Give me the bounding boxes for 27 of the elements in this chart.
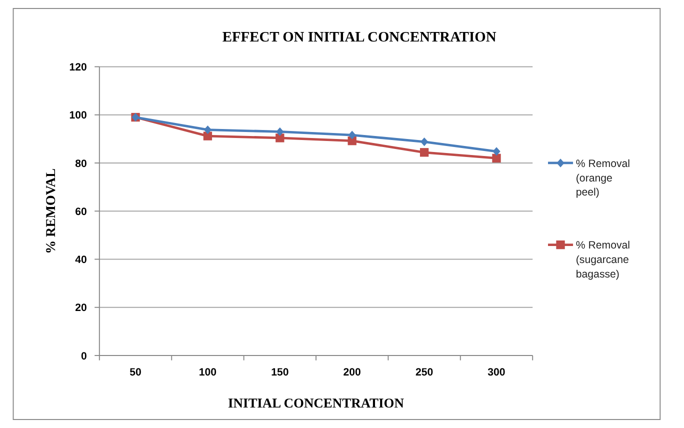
- y-tick-label: 20: [75, 302, 88, 314]
- point: [492, 154, 501, 162]
- point: [348, 130, 356, 140]
- point: [420, 148, 429, 157]
- point: [276, 134, 284, 142]
- point: [204, 125, 212, 134]
- point: [420, 137, 428, 146]
- legend-label: % Removal (orange peel): [576, 158, 630, 199]
- point: [276, 127, 284, 136]
- chart-title: EFFECT ON INITIAL CONCENTRATION: [222, 30, 497, 46]
- x-tick-label: 300: [488, 366, 506, 379]
- y-tick-label: 40: [75, 254, 88, 266]
- x-tick-label: 250: [415, 366, 434, 379]
- x-axis-title: INITIAL CONCENTRATION: [228, 395, 404, 410]
- y-tick-label: 0: [81, 350, 88, 362]
- y-tick-label: 120: [69, 62, 88, 74]
- x-tick-label: 150: [271, 366, 289, 379]
- legend-label: % Removal (sugarcane bagasse): [576, 240, 630, 281]
- y-axis-title: % REMOVAL: [43, 168, 58, 254]
- point: [203, 132, 212, 140]
- x-tick-label: 100: [198, 366, 217, 379]
- x-tick-label: 200: [343, 366, 362, 379]
- y-tick-label: 60: [75, 206, 88, 218]
- x-tick-label: 50: [130, 366, 142, 379]
- y-tick-label: 100: [69, 110, 88, 122]
- point: [492, 147, 500, 156]
- y-tick-label: 80: [75, 158, 88, 170]
